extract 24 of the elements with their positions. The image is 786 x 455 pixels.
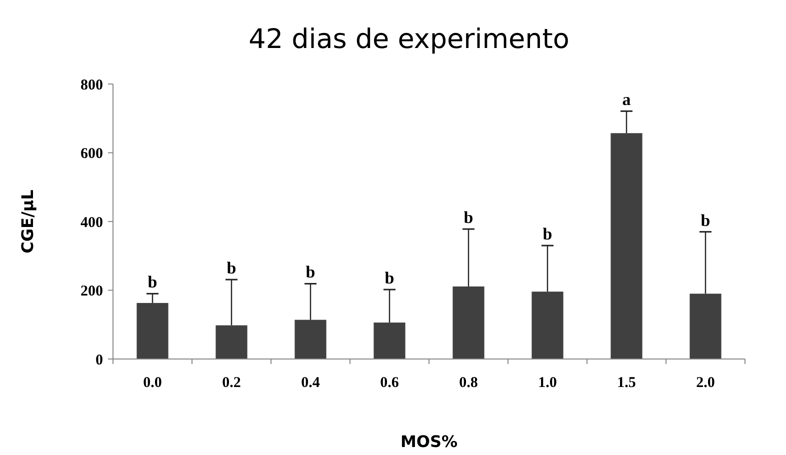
annotation: a — [622, 90, 632, 110]
x-tick-label: 2.0 — [696, 375, 715, 391]
x-axis-title: MOS% — [400, 432, 458, 451]
annotation: b — [700, 210, 710, 230]
y-axis-title: CGE/µL — [18, 190, 37, 254]
x-tick-label: 0.8 — [459, 375, 478, 391]
chart-title: 42 dias de experimento — [248, 24, 570, 55]
y-tick-label: 600 — [80, 146, 103, 162]
annotation: b — [542, 224, 552, 244]
annotation: b — [464, 208, 474, 228]
y-tick-label: 0 — [96, 352, 103, 368]
annotation: b — [148, 272, 158, 292]
x-tick-label: 1.0 — [538, 375, 557, 391]
x-tick-label: 1.5 — [617, 375, 636, 391]
x-tick-label: 0.0 — [143, 375, 162, 391]
y-tick-label: 200 — [80, 284, 103, 300]
y-tick-label: 400 — [80, 214, 103, 231]
annotation: b — [384, 268, 394, 288]
x-tick-label: 0.6 — [380, 375, 400, 391]
annotation: b — [226, 258, 236, 278]
annotation: b — [306, 262, 316, 282]
y-tick-label: 800 — [80, 77, 103, 94]
x-tick-label: 0.2 — [222, 375, 241, 391]
x-tick-label: 0.4 — [301, 375, 320, 391]
